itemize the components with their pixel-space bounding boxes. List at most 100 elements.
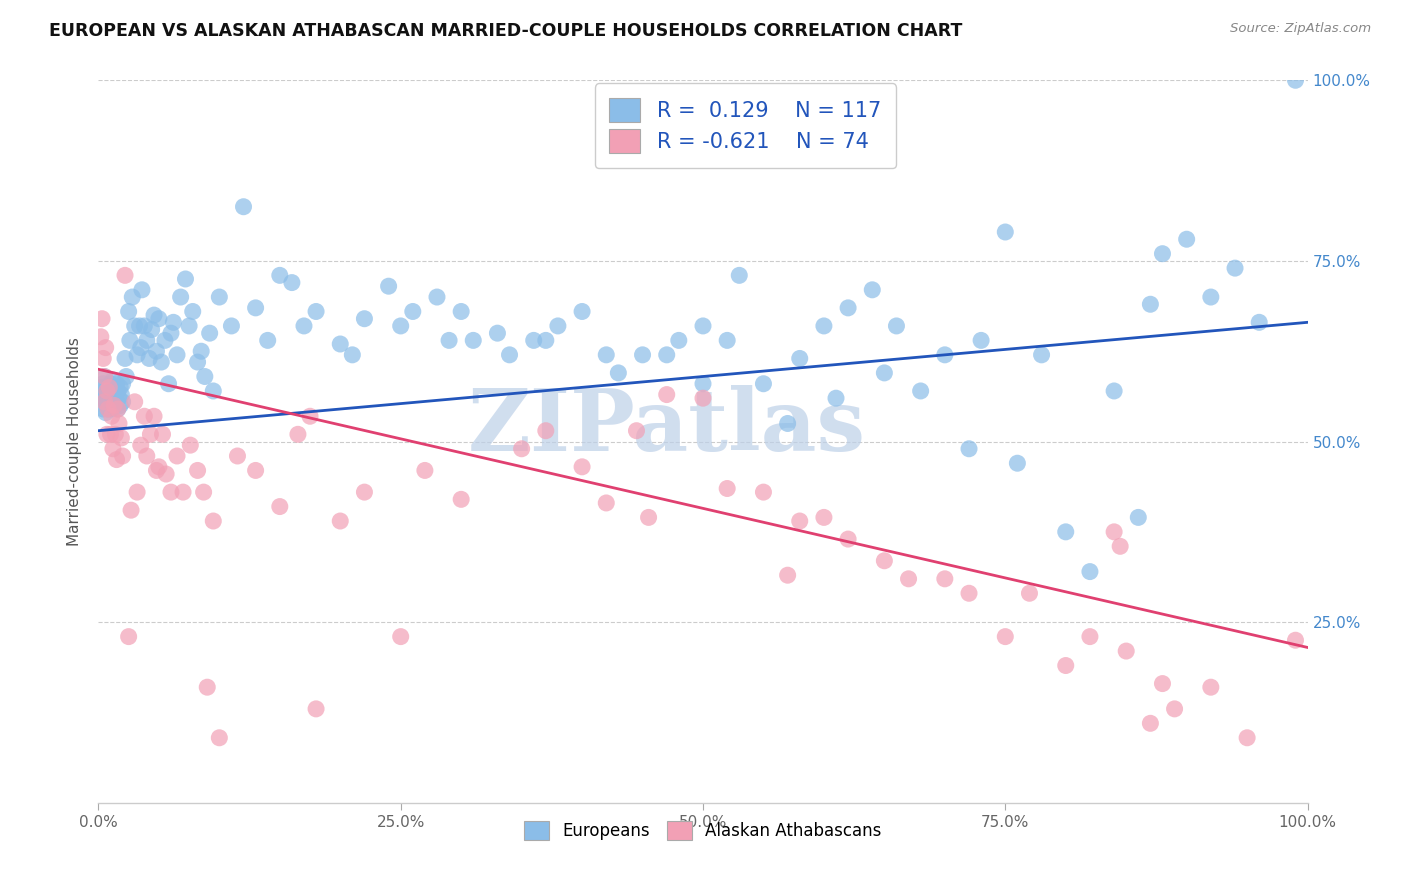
Point (1109, 539, 1132, 553)
Point (631, 348, 654, 362)
Point (145, 463, 167, 477)
Point (111, 394, 134, 409)
Point (100, 402, 122, 417)
Point (728, 268, 751, 283)
Point (1007, 456, 1029, 470)
Point (108, 417, 131, 431)
Point (118, 334, 141, 348)
Point (105, 394, 128, 409)
Point (179, 438, 201, 452)
Point (105, 452, 128, 467)
Point (141, 322, 163, 336)
Point (716, 334, 738, 348)
Point (776, 568, 799, 582)
Point (166, 449, 188, 463)
Point (111, 449, 134, 463)
Point (96, 427, 118, 442)
Point (128, 318, 150, 333)
Point (245, 301, 267, 315)
Point (107, 384, 129, 398)
Point (752, 376, 775, 391)
Point (342, 348, 364, 362)
Point (93, 394, 115, 409)
Point (305, 304, 328, 318)
Point (595, 348, 617, 362)
Y-axis label: Married-couple Households: Married-couple Households (67, 337, 83, 546)
Point (97, 384, 120, 398)
Point (120, 503, 142, 517)
Point (886, 318, 908, 333)
Point (1115, 644, 1137, 658)
Point (98, 380, 121, 394)
Point (198, 326, 221, 340)
Point (626, 424, 648, 438)
Point (245, 463, 267, 477)
Point (98, 391, 121, 405)
Point (101, 442, 124, 456)
Point (134, 318, 156, 333)
Point (129, 341, 152, 355)
Point (957, 442, 980, 456)
Point (716, 482, 738, 496)
Point (1199, 680, 1222, 694)
Point (187, 463, 209, 477)
Point (353, 311, 375, 326)
Point (155, 467, 177, 481)
Point (269, 500, 291, 514)
Point (837, 301, 859, 315)
Point (90, 380, 112, 394)
Point (994, 630, 1017, 644)
Point (1031, 348, 1053, 362)
Point (934, 348, 956, 362)
Point (329, 514, 352, 528)
Point (135, 449, 157, 463)
Point (1175, 232, 1198, 246)
Point (547, 318, 569, 333)
Point (377, 279, 399, 293)
Point (1018, 586, 1040, 600)
Point (957, 586, 980, 600)
Point (1139, 297, 1161, 311)
Point (187, 355, 209, 369)
Point (127, 485, 149, 500)
Point (108, 380, 131, 394)
Point (510, 442, 533, 456)
Point (1249, 315, 1271, 329)
Point (825, 391, 848, 405)
Point (143, 308, 166, 322)
Point (208, 731, 231, 745)
Point (148, 311, 170, 326)
Text: ZIPatlas: ZIPatlas (468, 385, 866, 469)
Point (96, 380, 118, 394)
Point (897, 572, 920, 586)
Point (813, 510, 835, 524)
Point (426, 290, 449, 304)
Point (91, 391, 114, 405)
Point (281, 276, 304, 290)
Point (202, 384, 225, 398)
Point (299, 409, 322, 424)
Point (970, 334, 993, 348)
Point (860, 283, 883, 297)
Point (91, 376, 114, 391)
Point (127, 348, 149, 362)
Point (607, 366, 630, 380)
Point (1054, 658, 1077, 673)
Point (402, 304, 425, 318)
Point (93, 369, 115, 384)
Point (1284, 73, 1306, 87)
Point (1078, 565, 1101, 579)
Point (389, 630, 412, 644)
Point (108, 391, 131, 405)
Point (139, 427, 162, 442)
Point (94, 387, 117, 401)
Point (97, 402, 120, 417)
Point (94, 341, 117, 355)
Point (115, 369, 138, 384)
Point (101, 391, 124, 405)
Point (1152, 246, 1174, 260)
Point (776, 417, 799, 431)
Point (789, 351, 811, 366)
Point (195, 680, 218, 694)
Point (124, 318, 146, 333)
